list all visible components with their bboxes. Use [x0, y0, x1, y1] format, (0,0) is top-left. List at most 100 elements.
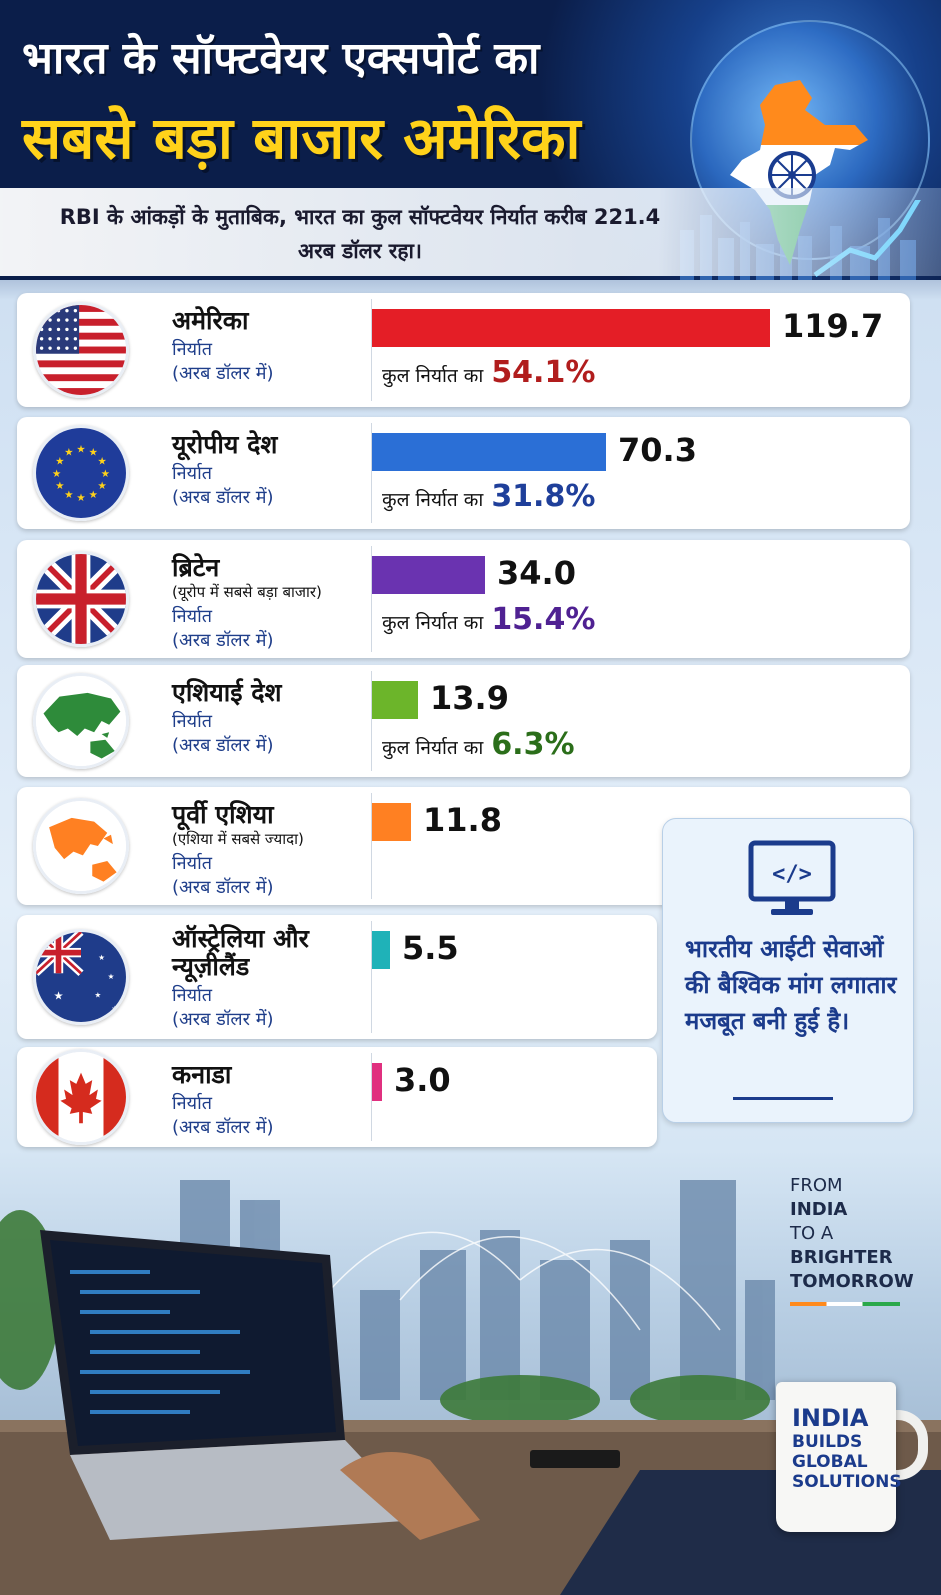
bar — [372, 931, 390, 969]
share-percent: 15.4% — [491, 602, 596, 637]
bar-value-label: 13.9 — [430, 679, 509, 717]
side-note-underline — [733, 1097, 833, 1100]
share-percent: 6.3% — [491, 727, 575, 762]
share-line: कुल निर्यात का 54.1% — [382, 355, 595, 390]
unit-label: (अरब डॉलर में) — [172, 487, 274, 508]
code-monitor-icon: </> — [748, 840, 836, 915]
page-title-line2: सबसे बड़ा बाजार अमेरिका — [22, 104, 581, 172]
country-name: पूर्वी एशिया — [172, 800, 274, 829]
uk-flag-icon — [33, 551, 129, 647]
svg-text:★: ★ — [76, 443, 85, 455]
bar — [372, 556, 485, 594]
bar-value-label: 3.0 — [394, 1061, 451, 1099]
svg-text:★: ★ — [64, 489, 73, 501]
share-prefix: कुल निर्यात का — [382, 365, 484, 387]
row-divider — [371, 423, 372, 523]
export-label: निर्यात — [172, 606, 213, 627]
mug-line1: INDIA — [792, 1404, 869, 1432]
export-label: निर्यात — [172, 1093, 213, 1114]
svg-text:★: ★ — [64, 447, 73, 459]
tagline-line3: TO A — [790, 1223, 834, 1244]
mug-text: INDIA BUILDS GLOBAL SOLUTIONS — [792, 1404, 902, 1492]
country-row: ★ ★ ★ ★ ★ ऑस्ट्रेलिया और न्यूज़ीलैंड निर्यात (अ… — [17, 915, 657, 1039]
country-note: (यूरोप में सबसे बड़ा बाजार) — [172, 583, 322, 601]
subtitle: RBI के आंकड़ों के मुताबिक, भारत का कुल स… — [59, 205, 661, 263]
svg-text:★: ★ — [55, 480, 64, 492]
export-label: निर्यात — [172, 463, 213, 484]
bar — [372, 309, 770, 347]
svg-text:★: ★ — [53, 990, 63, 1003]
mug-line2: BUILDS — [792, 1432, 863, 1452]
svg-text:★: ★ — [52, 468, 61, 480]
tagline-line4: BRIGHTER — [790, 1247, 893, 1268]
row-divider — [371, 921, 372, 1033]
svg-text:★: ★ — [89, 447, 98, 459]
bar-value-label: 34.0 — [497, 554, 576, 592]
australia-flag-icon: ★ ★ ★ ★ ★ — [33, 929, 129, 1025]
tagline-line2: INDIA — [790, 1199, 848, 1220]
row-divider — [371, 793, 372, 899]
svg-text:★: ★ — [97, 480, 106, 492]
page-title-line1: भारत के सॉफ्टवेयर एक्सपोर्ट का — [22, 33, 540, 84]
country-name: ऑस्ट्रेलिया और न्यूज़ीलैंड — [172, 924, 309, 981]
share-percent: 54.1% — [491, 355, 596, 390]
country-name: कनाडा — [172, 1060, 232, 1089]
bar-value-label: 11.8 — [423, 801, 502, 839]
tagline: FROM INDIA TO A BRIGHTER TOMORROW — [790, 1174, 914, 1294]
eu-flag-icon: ★ ★ ★ ★ ★ ★ ★ ★ ★ ★ ★ ★ — [33, 425, 129, 521]
bar-value-label: 70.3 — [618, 431, 697, 469]
svg-text:★: ★ — [95, 991, 102, 1000]
share-prefix: कुल निर्यात का — [382, 489, 484, 511]
row-divider — [371, 546, 372, 652]
tagline-line5: TOMORROW — [790, 1271, 914, 1292]
share-line: कुल निर्यात का 6.3% — [382, 727, 575, 762]
share-prefix: कुल निर्यात का — [382, 737, 484, 759]
bar-value-label: 119.7 — [782, 307, 884, 345]
subtitle-box — [0, 188, 941, 276]
canada-flag-icon — [33, 1049, 129, 1145]
side-note-box: </> भारतीय आईटी सेवाओं की बैश्विक मांग ल… — [662, 818, 914, 1123]
share-prefix: कुल निर्यात का — [382, 612, 484, 634]
export-label: निर्यात — [172, 853, 213, 874]
svg-text:★: ★ — [97, 456, 106, 468]
unit-label: (अरब डॉलर में) — [172, 735, 274, 756]
export-label: निर्यात — [172, 339, 213, 360]
country-name: अमेरिका — [172, 306, 249, 335]
country-note: (एशिया में सबसे ज्यादा) — [172, 830, 304, 848]
unit-label: (अरब डॉलर में) — [172, 1117, 274, 1138]
country-row: ★ ★ ★ ★ ★ ★ ★ ★ ★ ★ ★ ★ यूरोपीय देश निर्यात (अरब डॉलर … — [17, 417, 910, 529]
mug-line3: GLOBAL — [792, 1452, 868, 1472]
svg-text:★: ★ — [76, 492, 85, 504]
share-line: कुल निर्यात का 15.4% — [382, 602, 595, 637]
row-divider — [371, 1053, 372, 1141]
east-asia-map-icon — [33, 798, 129, 894]
bar — [372, 433, 606, 471]
country-row: अमेरिका निर्यात (अरब डॉलर में) 119.7 कुल निर… — [17, 293, 910, 407]
tagline-line1: FROM — [790, 1175, 843, 1196]
country-row: कनाडा निर्यात (अरब डॉलर में) 3.0 — [17, 1047, 657, 1147]
country-name: एशियाई देश — [172, 678, 282, 707]
bar — [372, 681, 418, 719]
asia-map-icon — [33, 673, 129, 769]
bar — [372, 1063, 382, 1101]
svg-text:★: ★ — [108, 972, 115, 981]
unit-label: (अरब डॉलर में) — [172, 877, 274, 898]
coffee-mug — [776, 1382, 896, 1532]
country-name: ब्रिटेन — [172, 553, 220, 582]
mug-handle — [884, 1410, 928, 1480]
unit-label: (अरब डॉलर में) — [172, 1009, 274, 1030]
bar-value-label: 5.5 — [402, 929, 459, 967]
svg-text:★: ★ — [98, 953, 105, 962]
usa-flag-icon — [33, 302, 129, 398]
tricolor-underline — [790, 1302, 900, 1306]
svg-text:★: ★ — [55, 456, 64, 468]
mug-line4: SOLUTIONS — [792, 1472, 902, 1492]
export-label: निर्यात — [172, 985, 213, 1006]
svg-text:★: ★ — [89, 489, 98, 501]
export-label: निर्यात — [172, 711, 213, 732]
unit-label: (अरब डॉलर में) — [172, 630, 274, 651]
svg-text:★: ★ — [101, 468, 110, 480]
country-row: एशियाई देश निर्यात (अरब डॉलर में) 13.9 कुल न… — [17, 665, 910, 777]
side-note-text: भारतीय आईटी सेवाओं की बैश्विक मांग लगाता… — [685, 935, 897, 1035]
bar — [372, 803, 411, 841]
